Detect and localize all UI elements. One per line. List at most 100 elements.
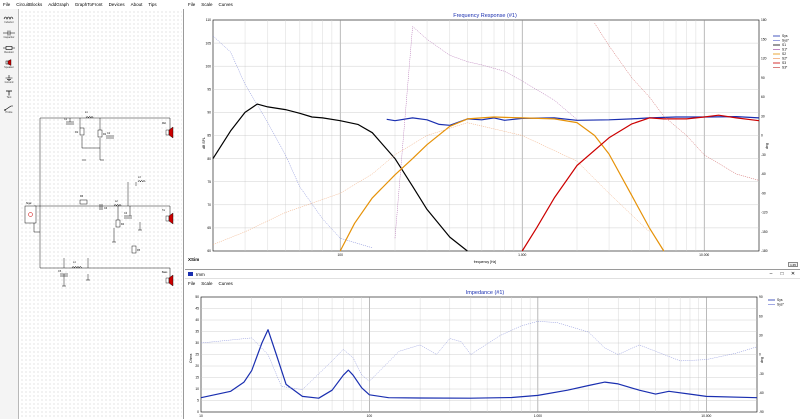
imp-xtick-label: 1.000 <box>534 414 542 418</box>
palette-capacitor[interactable]: Capacitor <box>1 27 17 39</box>
label-r1: R1 <box>75 131 79 134</box>
label-r4: R4 <box>121 223 125 226</box>
label-r2: R2 <box>103 133 107 136</box>
fr-plot-area[interactable]: 110 105 100 95 90 85 80 75 70 65 60 180 150 120 90 60 30… <box>205 18 767 257</box>
fr-series-line-s2 <box>339 116 665 252</box>
impedance-window-title: Imm <box>196 271 205 277</box>
fr-menubar: File Scale Curves <box>185 0 800 9</box>
menu-file[interactable]: File <box>3 2 11 7</box>
crossover-schematic: Sigal <box>24 111 174 287</box>
fr-corner-label: XSim <box>188 257 199 262</box>
fr-ytick-right-label: -120 <box>761 211 768 215</box>
imp-ytick-label: 10 <box>195 387 199 391</box>
imp-ytick-right-label: 0 <box>759 353 761 357</box>
menu-add-graph[interactable]: AddGraph <box>48 2 69 7</box>
imp-ytick-label: 15 <box>195 376 199 380</box>
close-icon[interactable]: ✕ <box>790 271 796 277</box>
resistor-icon <box>3 46 15 50</box>
imp-title: Impedance (#1) <box>466 290 505 296</box>
fr-menu-file[interactable]: File <box>188 2 196 7</box>
imp-ytick-right-label: 60 <box>759 314 763 318</box>
label-speaker-bass: Bass <box>162 271 168 274</box>
fr-series-line-s1 <box>212 103 468 252</box>
palette-ground[interactable]: Ground <box>1 72 17 84</box>
fr-legend-entry: S1 <box>782 43 786 47</box>
label-l1: L1 <box>85 111 88 114</box>
imp-menu-scale[interactable]: Scale <box>201 281 213 286</box>
imp-legend-entry: Sys* <box>777 303 784 307</box>
imp-ytick-right-label: -30 <box>759 372 764 376</box>
imp-series <box>200 321 758 399</box>
imp-ytick-label: 25 <box>195 353 199 357</box>
inductor-icon <box>3 16 14 20</box>
text-icon <box>6 90 12 96</box>
fr-ytick-label: 90 <box>207 111 211 115</box>
frequency-response-chart: Frequency Response (#1) dB SPL deg frequ… <box>188 13 789 264</box>
imp-legend-entry: Sys <box>777 298 783 302</box>
fr-ytick-label: 80 <box>207 157 211 161</box>
palette-speaker[interactable]: Speaker <box>1 57 17 69</box>
imp-menu-file[interactable]: File <box>188 281 196 286</box>
minimize-icon[interactable]: – <box>769 271 773 277</box>
palette-text[interactable]: Text <box>1 87 17 99</box>
fr-ytick-right-label: -30 <box>761 153 766 157</box>
menu-devices[interactable]: Devices <box>108 2 125 7</box>
fr-ytick-right-label: 180 <box>761 18 767 22</box>
fr-ytick-right-label: 0 <box>761 134 763 138</box>
imp-ytick-label: 20 <box>195 364 199 368</box>
fr-ytick-right-label: 30 <box>761 114 765 118</box>
fr-ytick-right-label: -150 <box>761 230 768 234</box>
fr-series-line-s3-phase <box>594 23 760 181</box>
impedance-window: Imm – □ ✕ File Scale Curves Impedance (#… <box>185 269 800 419</box>
fr-ytick-right-label: -60 <box>761 172 766 176</box>
fr-legend-entry: S3* <box>782 66 788 70</box>
fr-ytick-right-label: -180 <box>761 249 768 253</box>
menu-graph-to-front[interactable]: GraphToFront <box>74 2 103 7</box>
imp-ytick-label: 5 <box>197 399 199 403</box>
label-c4: C4 <box>124 212 128 215</box>
fr-xtick-label: 100 <box>337 253 343 257</box>
imp-menu-curves[interactable]: Curves <box>218 281 233 286</box>
schematic-canvas[interactable]: Sigal <box>20 10 182 417</box>
source-label: Sigal <box>26 202 32 205</box>
palette-inductor[interactable]: Inductor <box>1 12 17 24</box>
label-l2: L2 <box>115 200 118 203</box>
fr-ytick-label: 105 <box>205 41 211 45</box>
maximize-icon[interactable]: □ <box>780 271 784 277</box>
fr-ytick-right-label: 120 <box>761 57 767 61</box>
fr-title: Frequency Response (#1) <box>453 13 517 19</box>
label-r5: R5 <box>137 249 141 252</box>
palette-resistor[interactable]: Resistor <box>1 42 17 54</box>
menu-circuit-blocks[interactable]: CircuitBlocks <box>16 2 43 7</box>
fr-legend-entry: S2* <box>782 57 788 61</box>
fr-menu-curves[interactable]: Curves <box>218 2 233 7</box>
fr-legend-entry: S2 <box>782 52 786 56</box>
menu-tips[interactable]: Tips <box>148 2 157 7</box>
fr-legend-entry: S1* <box>782 48 788 52</box>
imp-menubar: File Scale Curves <box>185 279 800 288</box>
fr-series-line-s3 <box>521 114 760 252</box>
capacitor-icon <box>3 30 15 36</box>
palette-probe[interactable]: Probe <box>1 102 17 114</box>
fr-series-line-sys <box>386 115 760 126</box>
menu-about[interactable]: About <box>130 2 143 7</box>
label-c1: C1 <box>64 118 68 121</box>
imp-ytick-label: 35 <box>195 330 199 334</box>
fr-grid: 110 105 100 95 90 85 80 75 70 65 60 180 150 120 90 60 30… <box>205 18 767 257</box>
imp-ytick-right-label: -60 <box>759 391 764 395</box>
fr-legend-entry: Sys* <box>782 39 789 43</box>
fr-menu-scale[interactable]: Scale <box>201 2 213 7</box>
imp-ylabel-right: deg <box>760 357 764 363</box>
fr-corner-button[interactable]: 1:45 <box>788 262 798 267</box>
label-l3: L3 <box>138 176 141 179</box>
fr-ytick-right-label: 60 <box>761 95 765 99</box>
fr-xtick-label: 1.000 <box>518 253 526 257</box>
imp-ytick-label: 30 <box>195 341 199 345</box>
fr-ytick-label: 75 <box>207 180 211 184</box>
label-c3: C3 <box>104 207 108 210</box>
imp-series-line-sys <box>200 329 758 399</box>
fr-ytick-label: 60 <box>207 249 211 253</box>
